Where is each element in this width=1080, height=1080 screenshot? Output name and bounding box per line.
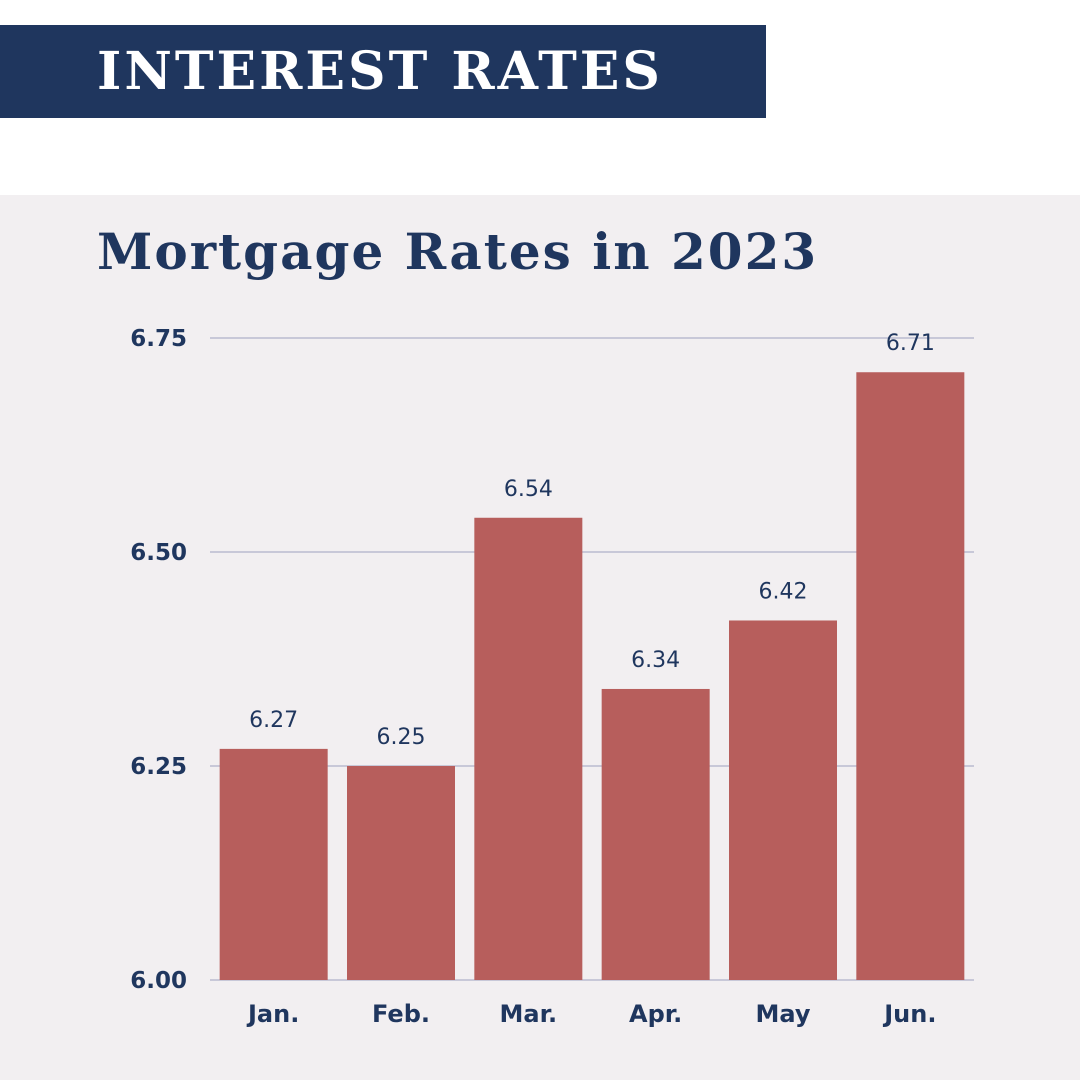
bars bbox=[219, 372, 965, 980]
data-label: 6.27 bbox=[249, 708, 298, 733]
y-tick-label: 6.75 bbox=[130, 326, 187, 352]
data-label: 6.42 bbox=[759, 579, 808, 604]
y-axis-ticks: 6.00 6.25 6.50 6.75 bbox=[130, 326, 187, 994]
bar bbox=[347, 766, 455, 980]
x-tick-label: May bbox=[756, 1000, 811, 1028]
x-tick-label: Feb. bbox=[372, 1000, 430, 1028]
bar bbox=[601, 688, 710, 980]
data-label: 6.34 bbox=[631, 648, 680, 673]
x-tick-label: Jan. bbox=[246, 1000, 299, 1028]
bar bbox=[219, 748, 328, 980]
data-label: 6.25 bbox=[377, 725, 426, 750]
header-title: INTEREST RATES bbox=[97, 41, 663, 102]
x-tick-label: Mar. bbox=[500, 1000, 558, 1028]
bar bbox=[474, 517, 583, 980]
chart-title: Mortgage Rates in 2023 bbox=[97, 222, 819, 281]
data-label: 6.71 bbox=[886, 331, 935, 356]
x-tick-label: Apr. bbox=[629, 1000, 682, 1028]
gridlines bbox=[210, 337, 974, 981]
data-labels: 6.27 6.25 6.54 6.34 6.42 6.71 bbox=[249, 331, 935, 750]
bar bbox=[856, 372, 965, 980]
y-tick-label: 6.50 bbox=[130, 540, 187, 566]
data-label: 6.54 bbox=[504, 477, 553, 502]
y-tick-label: 6.00 bbox=[130, 968, 187, 994]
y-tick-label: 6.25 bbox=[130, 754, 187, 780]
x-axis-ticks: Jan. Feb. Mar. Apr. May Jun. bbox=[246, 1000, 936, 1028]
header-banner: INTEREST RATES bbox=[0, 25, 766, 118]
x-tick-label: Jun. bbox=[882, 1000, 936, 1028]
bar bbox=[729, 620, 837, 980]
